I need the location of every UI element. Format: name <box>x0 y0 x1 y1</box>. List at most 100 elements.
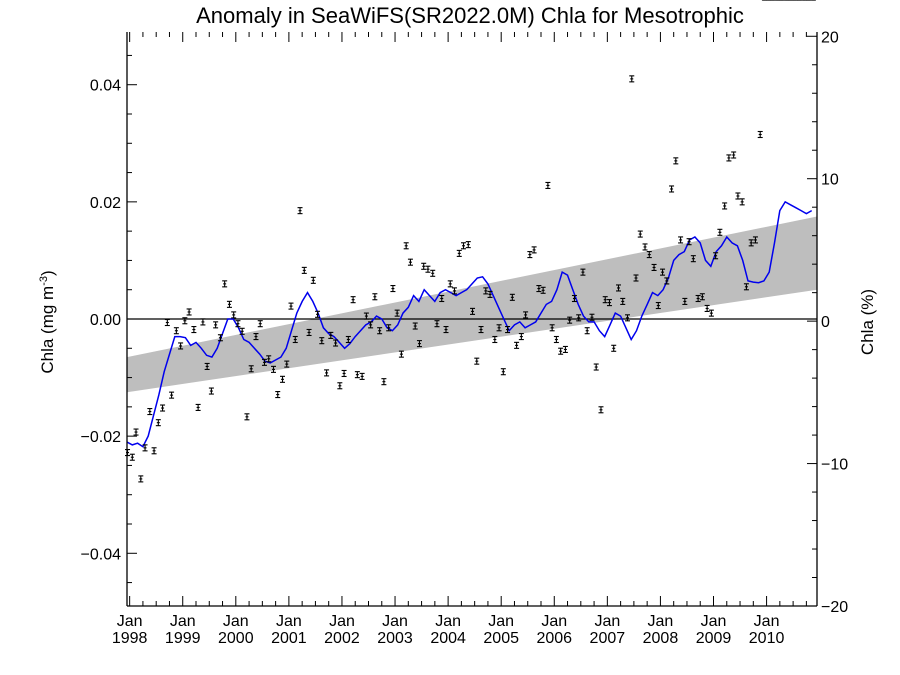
anomaly-point <box>208 387 214 395</box>
anomaly-point <box>439 294 445 303</box>
anomaly-point <box>213 321 219 329</box>
anomaly-point <box>129 453 135 461</box>
anomaly-point <box>381 378 387 386</box>
anomaly-point <box>248 365 254 373</box>
anomaly-point <box>403 242 409 250</box>
anomaly-point <box>186 308 192 316</box>
right-tick-label: 10 <box>821 172 839 189</box>
anomaly-point <box>580 268 586 276</box>
anomaly-point <box>222 280 228 288</box>
x-tick-year: 2003 <box>377 630 413 647</box>
anomaly-point <box>244 413 250 421</box>
anomaly-point <box>407 258 413 266</box>
anomaly-point <box>673 157 679 165</box>
anomaly-point <box>204 362 210 370</box>
y-axis-label-left: Chla (mg m-3) <box>38 270 57 373</box>
x-tick-month: Jan <box>648 613 674 630</box>
anomaly-point <box>752 236 758 244</box>
anomaly-point <box>527 251 533 259</box>
right-tick-label: 0 <box>821 314 830 331</box>
anomaly-point <box>363 312 369 320</box>
x-tick-year: 2001 <box>271 630 307 647</box>
x-tick-year: 1999 <box>165 630 201 647</box>
x-tick-year: 2004 <box>430 630 466 647</box>
anomaly-point <box>474 357 480 365</box>
anomaly-point <box>735 192 741 200</box>
anomaly-point <box>567 316 573 324</box>
x-tick-year: 1998 <box>112 630 148 647</box>
anomaly-point <box>151 447 157 455</box>
anomaly-point <box>288 302 294 310</box>
anomaly-point <box>412 322 418 330</box>
right-tick-label: 20 <box>821 29 839 46</box>
x-tick-month: Jan <box>541 613 567 630</box>
anomaly-point <box>492 335 498 344</box>
anomaly-point <box>651 263 657 272</box>
right-tick-label: −20 <box>821 599 848 616</box>
anomaly-point <box>589 313 595 321</box>
anomaly-point <box>748 239 754 247</box>
anomaly-point <box>324 369 330 377</box>
anomaly-point <box>646 251 652 259</box>
anomaly-point <box>443 325 449 334</box>
anomaly-point <box>478 325 484 334</box>
anomaly-point <box>660 268 666 276</box>
anomaly-point <box>713 252 719 260</box>
anomaly-point <box>169 391 175 399</box>
anomaly-point <box>540 286 546 294</box>
anomaly-point <box>239 327 245 335</box>
anomaly-point <box>345 335 351 344</box>
anomaly-point <box>465 241 471 249</box>
x-tick-month: Jan <box>170 613 196 630</box>
anomaly-point <box>301 266 307 274</box>
anomaly-point <box>598 406 604 414</box>
anomaly-point <box>637 230 643 238</box>
anomaly-point <box>297 207 303 215</box>
anomaly-point <box>195 403 201 411</box>
x-tick-month: Jan <box>117 613 143 630</box>
anomaly-point <box>261 358 267 366</box>
anomaly-point <box>394 309 400 317</box>
left-tick-label: 0.04 <box>90 78 121 95</box>
anomaly-point <box>416 340 422 348</box>
anomaly-point <box>731 151 737 159</box>
left-tick-label: −0.02 <box>81 429 122 446</box>
anomaly-point <box>678 236 684 244</box>
anomaly-point <box>447 280 453 288</box>
left-tick-label: 0.02 <box>90 195 121 212</box>
anomaly-point <box>743 283 749 291</box>
x-tick-month: Jan <box>594 613 620 630</box>
anomaly-point <box>284 360 290 368</box>
anomaly-point <box>558 347 564 355</box>
trend-band-layer <box>127 216 817 393</box>
anomaly-point <box>461 242 467 250</box>
x-tick-month: Jan <box>382 613 408 630</box>
anomaly-point <box>602 296 608 304</box>
y-axis-label-close: ) <box>38 270 57 276</box>
anomaly-point <box>173 327 179 335</box>
anomaly-point <box>620 297 626 305</box>
anomaly-point <box>584 327 590 335</box>
x-tick-year: 2009 <box>696 630 732 647</box>
anomaly-point <box>708 309 714 317</box>
x-tick-month: Jan <box>701 613 727 630</box>
anomaly-point <box>523 311 529 319</box>
anomaly-point <box>669 185 675 193</box>
anomaly-point <box>655 301 661 310</box>
anomaly-point <box>333 339 339 347</box>
anomaly-point <box>275 391 281 399</box>
anomaly-point <box>717 228 723 236</box>
anomaly-point <box>611 344 617 352</box>
anomaly-point <box>509 293 515 301</box>
anomaly-point <box>434 320 440 328</box>
anomaly-point <box>231 311 237 319</box>
anomaly-point <box>496 324 502 332</box>
anomaly-point <box>629 75 635 83</box>
anomaly-point <box>593 363 599 371</box>
anomaly-point <box>642 243 648 251</box>
anomaly-point <box>266 355 272 363</box>
anomaly-point <box>155 419 161 427</box>
left-tick-label: −0.04 <box>81 546 122 563</box>
anomaly-point <box>553 335 559 344</box>
x-tick-year: 2000 <box>218 630 254 647</box>
